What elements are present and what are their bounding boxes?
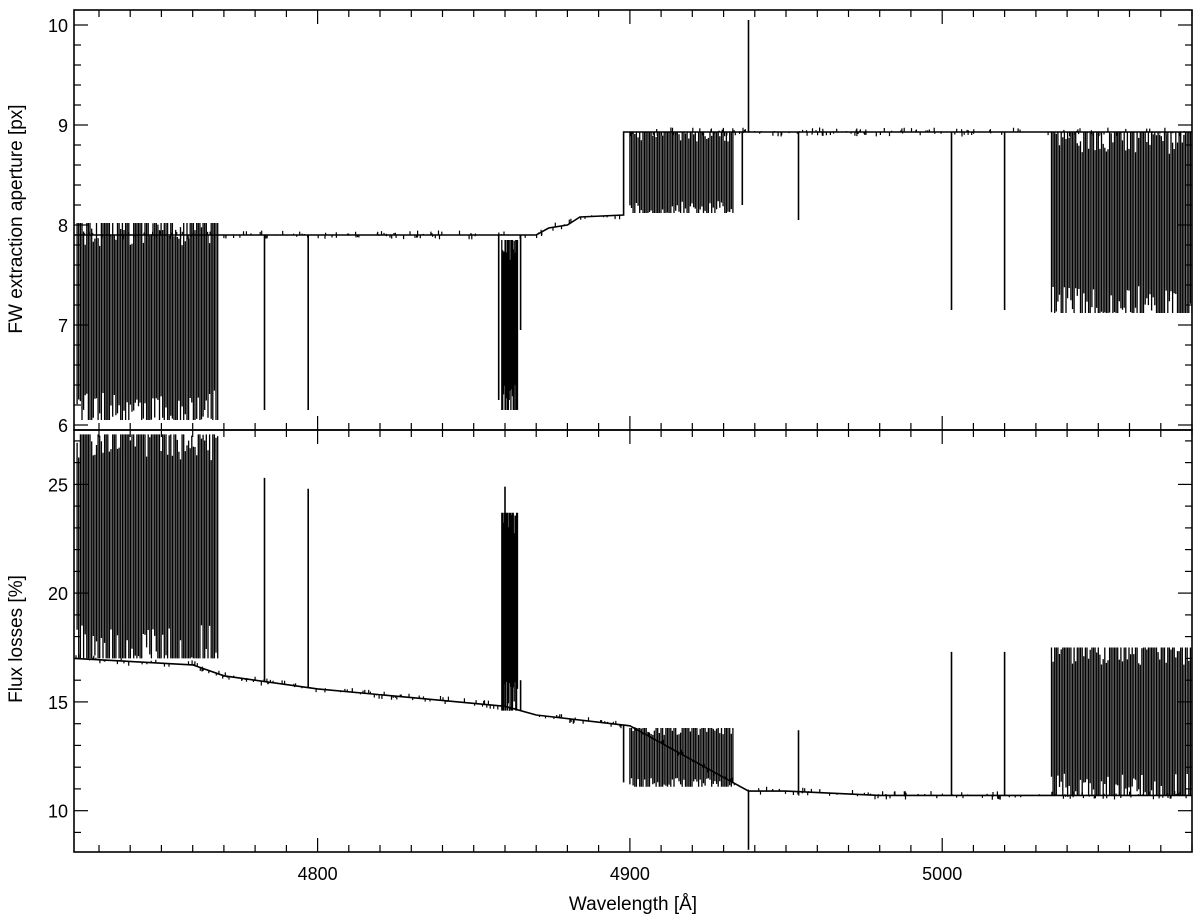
series-dense-region-0 — [76, 434, 219, 659]
series-dense-region-3 — [1050, 647, 1192, 796]
axes-frame — [73, 9, 1193, 431]
series-dense-region-1 — [501, 512, 519, 711]
y-tick-label-2: 8 — [58, 216, 68, 236]
series-dense-region-0 — [76, 223, 219, 420]
x-tick-label-0: 4800 — [298, 864, 338, 884]
bottom-y-axis-label: Flux losses [%] — [6, 575, 27, 703]
y-tick-label-4: 10 — [48, 16, 68, 36]
axes-frame — [73, 429, 1193, 853]
y-tick-label-3: 25 — [48, 475, 68, 495]
plot-area — [74, 434, 1192, 850]
series-baseline — [74, 131, 1192, 236]
y-tick-label-2: 20 — [48, 584, 68, 604]
y-tick-label-0: 10 — [48, 802, 68, 822]
plot-area — [74, 20, 1192, 420]
top-panel: 6 7 8 9 10 — [48, 9, 1193, 436]
y-tick-label-1: 15 — [48, 693, 68, 713]
x-axis-label: Wavelength [Å] — [569, 894, 697, 915]
series-dense-region-1 — [501, 240, 519, 410]
top-y-axis-label: FW extraction aperture [px] — [6, 104, 27, 333]
series-dense-region-2 — [629, 132, 734, 213]
y-tick-label-0: 6 — [58, 416, 68, 436]
x-tick-label-2: 5000 — [922, 864, 962, 884]
y-tick-label-1: 7 — [58, 316, 68, 336]
y-tick-label-3: 9 — [58, 116, 68, 136]
series-dense-region-2 — [629, 728, 734, 787]
x-tick-label-1: 4900 — [610, 864, 650, 884]
bottom-panel: 10 15 20 25 4800 4900 5000 — [48, 429, 1193, 884]
series-dense-region-3 — [1050, 132, 1192, 313]
